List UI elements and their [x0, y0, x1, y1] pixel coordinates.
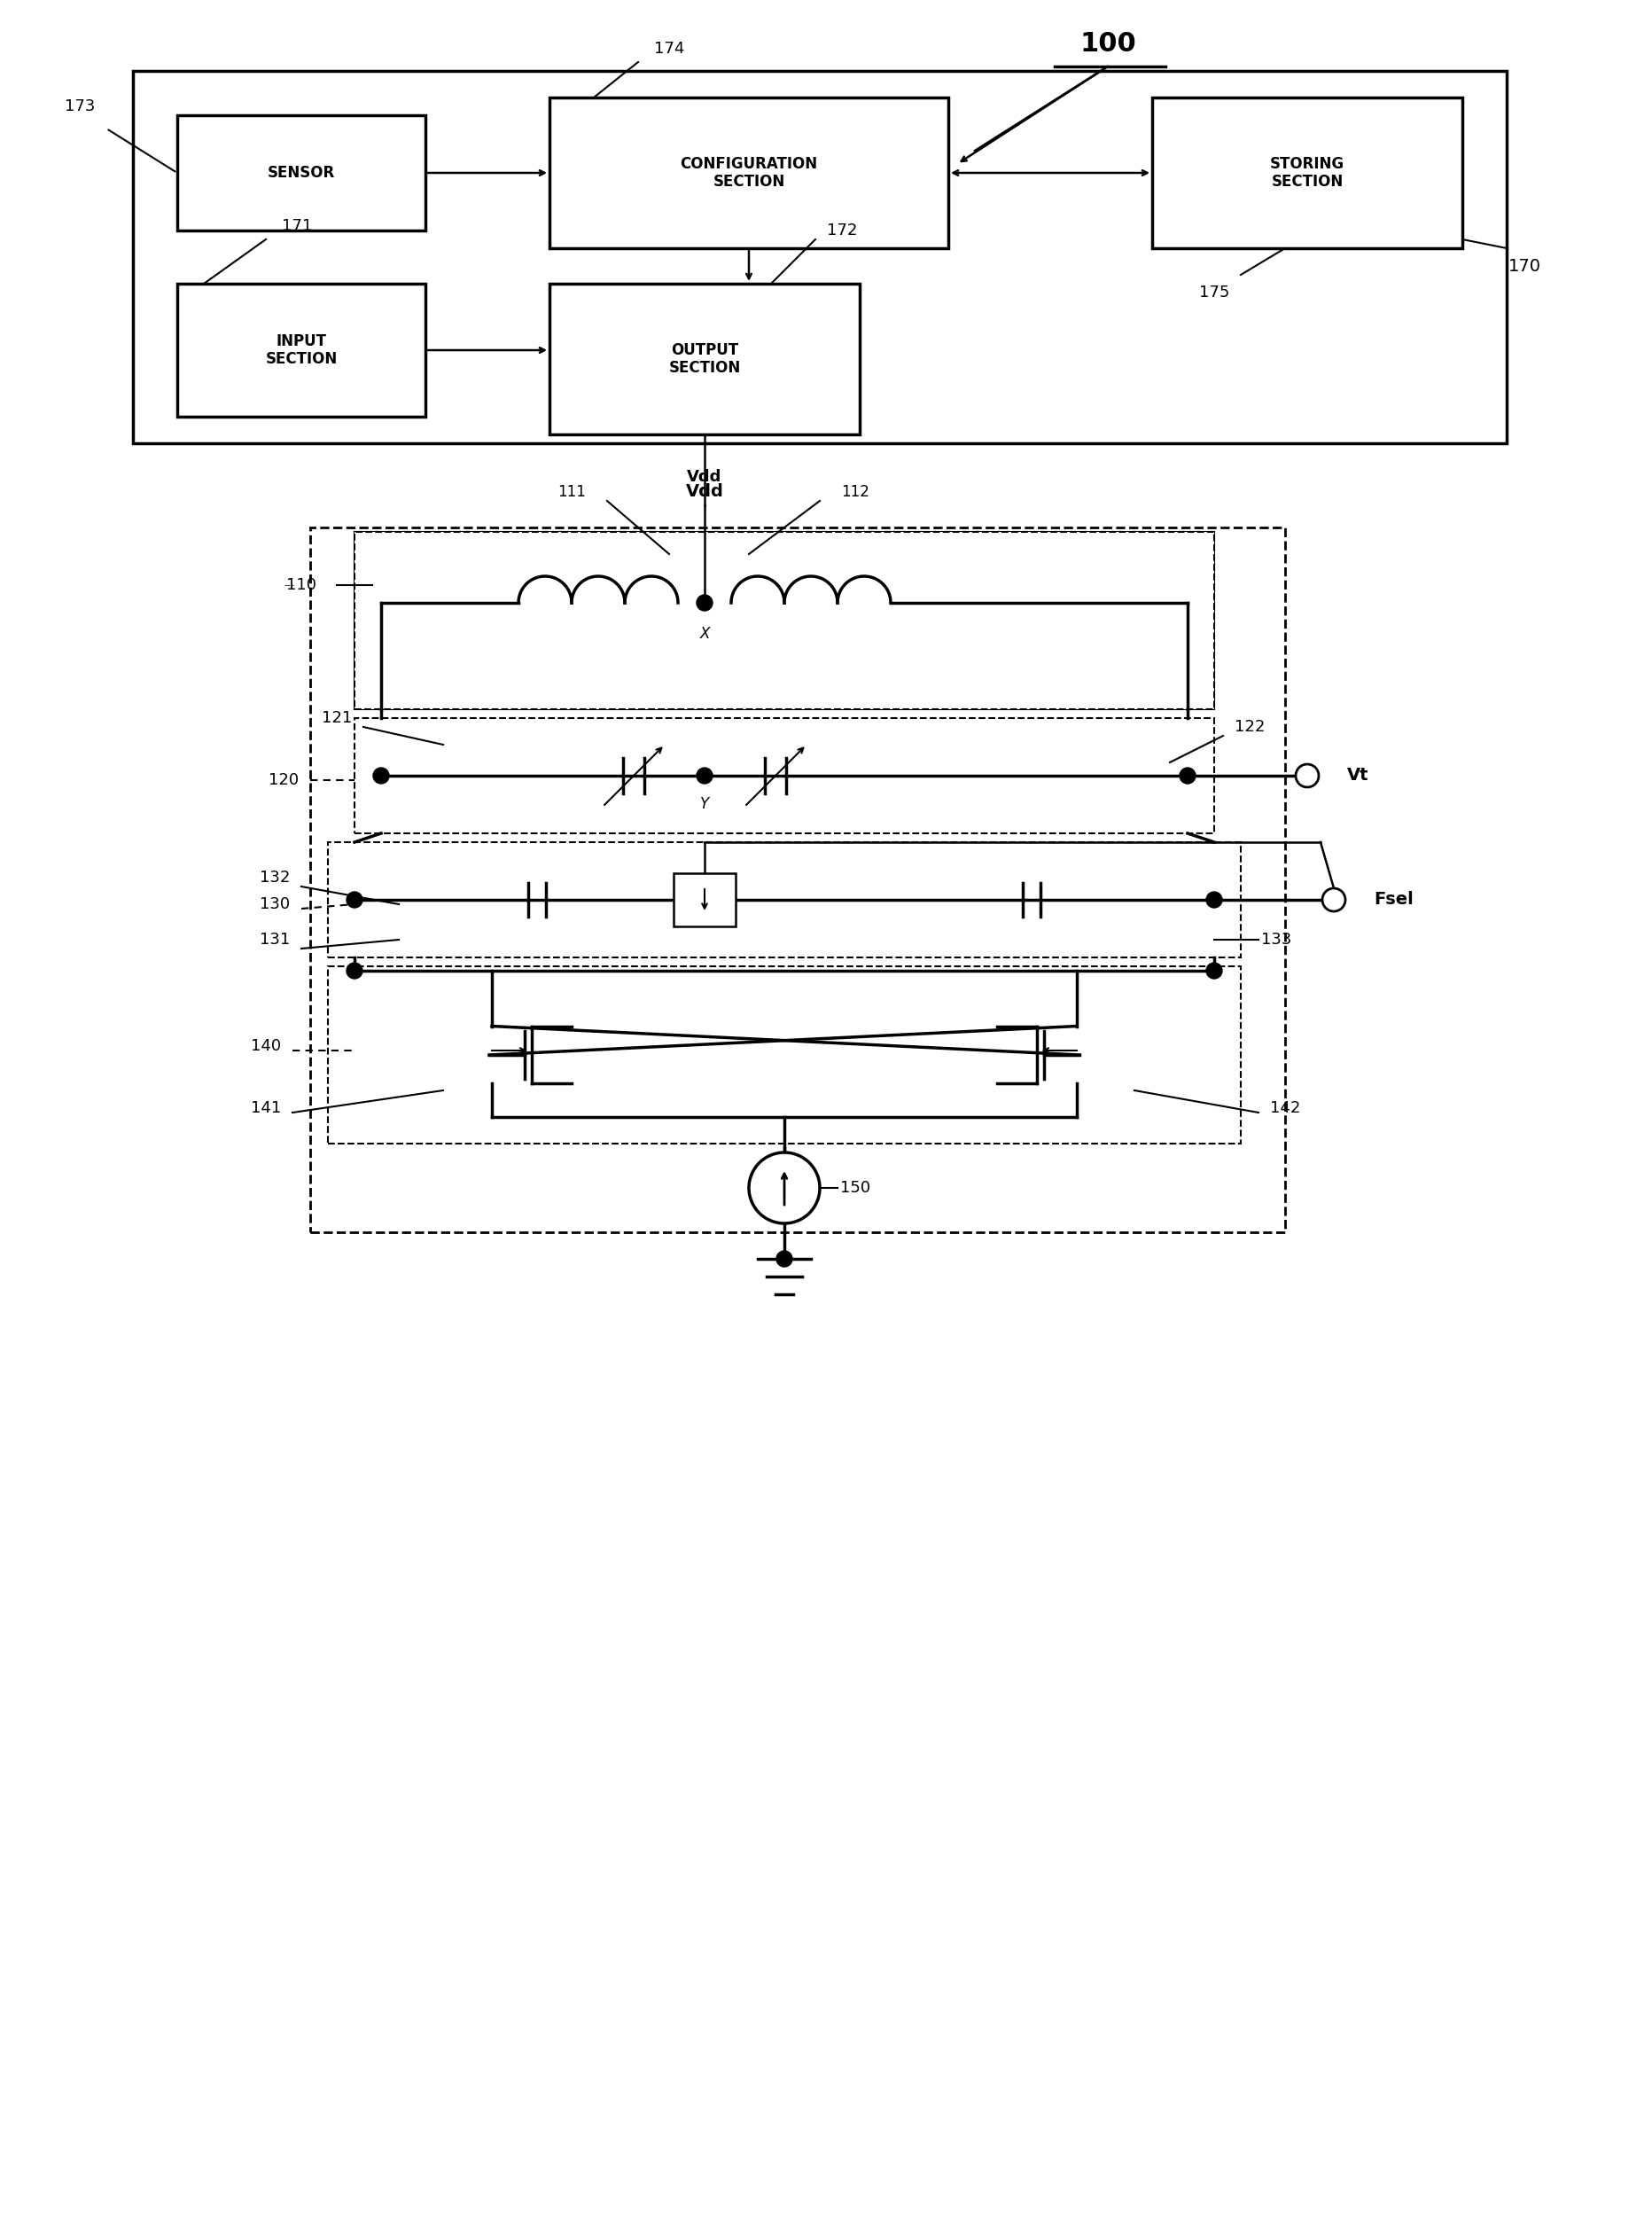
Bar: [1151, 98, 1462, 248]
Text: Y: Y: [700, 795, 709, 811]
Text: Vt: Vt: [1346, 766, 1368, 784]
Text: Vdd: Vdd: [686, 483, 724, 500]
Bar: [354, 717, 1214, 833]
Bar: [177, 284, 425, 418]
Text: 174: 174: [654, 40, 684, 56]
Text: 122: 122: [1234, 719, 1264, 735]
Text: Vdd: Vdd: [687, 469, 722, 485]
Text: 131: 131: [259, 932, 289, 947]
Circle shape: [695, 594, 712, 610]
Text: STORING
SECTION: STORING SECTION: [1269, 156, 1343, 190]
Text: 170: 170: [1507, 257, 1540, 275]
Text: CONFIGURATION
SECTION: CONFIGURATION SECTION: [679, 156, 818, 190]
Circle shape: [695, 768, 712, 784]
Text: 175: 175: [1198, 284, 1229, 302]
Text: 111: 111: [557, 485, 585, 500]
Text: 110: 110: [286, 576, 316, 592]
Text: 112: 112: [841, 485, 869, 500]
Text: ---: ---: [284, 581, 294, 590]
Bar: [327, 842, 1241, 958]
Text: SENSOR: SENSOR: [268, 165, 335, 181]
Text: 150: 150: [839, 1180, 871, 1195]
Text: 121: 121: [322, 710, 352, 726]
Bar: [354, 532, 1214, 708]
Text: OUTPUT
SECTION: OUTPUT SECTION: [667, 342, 740, 375]
Circle shape: [1206, 963, 1221, 978]
Bar: [548, 98, 948, 248]
Bar: [674, 873, 735, 927]
Circle shape: [776, 1251, 791, 1267]
Circle shape: [347, 891, 362, 907]
Text: 173: 173: [64, 98, 94, 114]
Bar: [132, 71, 1507, 442]
Bar: [327, 967, 1241, 1144]
Circle shape: [748, 1153, 819, 1224]
Circle shape: [1206, 891, 1221, 907]
Text: 142: 142: [1269, 1099, 1300, 1117]
Text: 141: 141: [251, 1099, 281, 1117]
Text: Fsel: Fsel: [1373, 891, 1412, 909]
Text: 130: 130: [259, 896, 289, 911]
Bar: [354, 532, 1214, 708]
Text: 171: 171: [281, 219, 312, 235]
Bar: [177, 116, 425, 230]
Circle shape: [1180, 768, 1194, 784]
Text: 100: 100: [1079, 31, 1135, 58]
Circle shape: [347, 963, 362, 978]
Text: 140: 140: [251, 1039, 281, 1054]
Text: 133: 133: [1260, 932, 1290, 947]
Bar: [311, 527, 1284, 1233]
Bar: [548, 284, 859, 433]
Circle shape: [373, 768, 388, 784]
Text: 172: 172: [826, 223, 857, 239]
Circle shape: [1295, 764, 1318, 786]
Text: 120: 120: [268, 773, 299, 789]
Text: 132: 132: [259, 869, 289, 885]
Text: INPUT
SECTION: INPUT SECTION: [266, 333, 337, 366]
Text: X: X: [699, 626, 709, 641]
Circle shape: [1322, 889, 1345, 911]
